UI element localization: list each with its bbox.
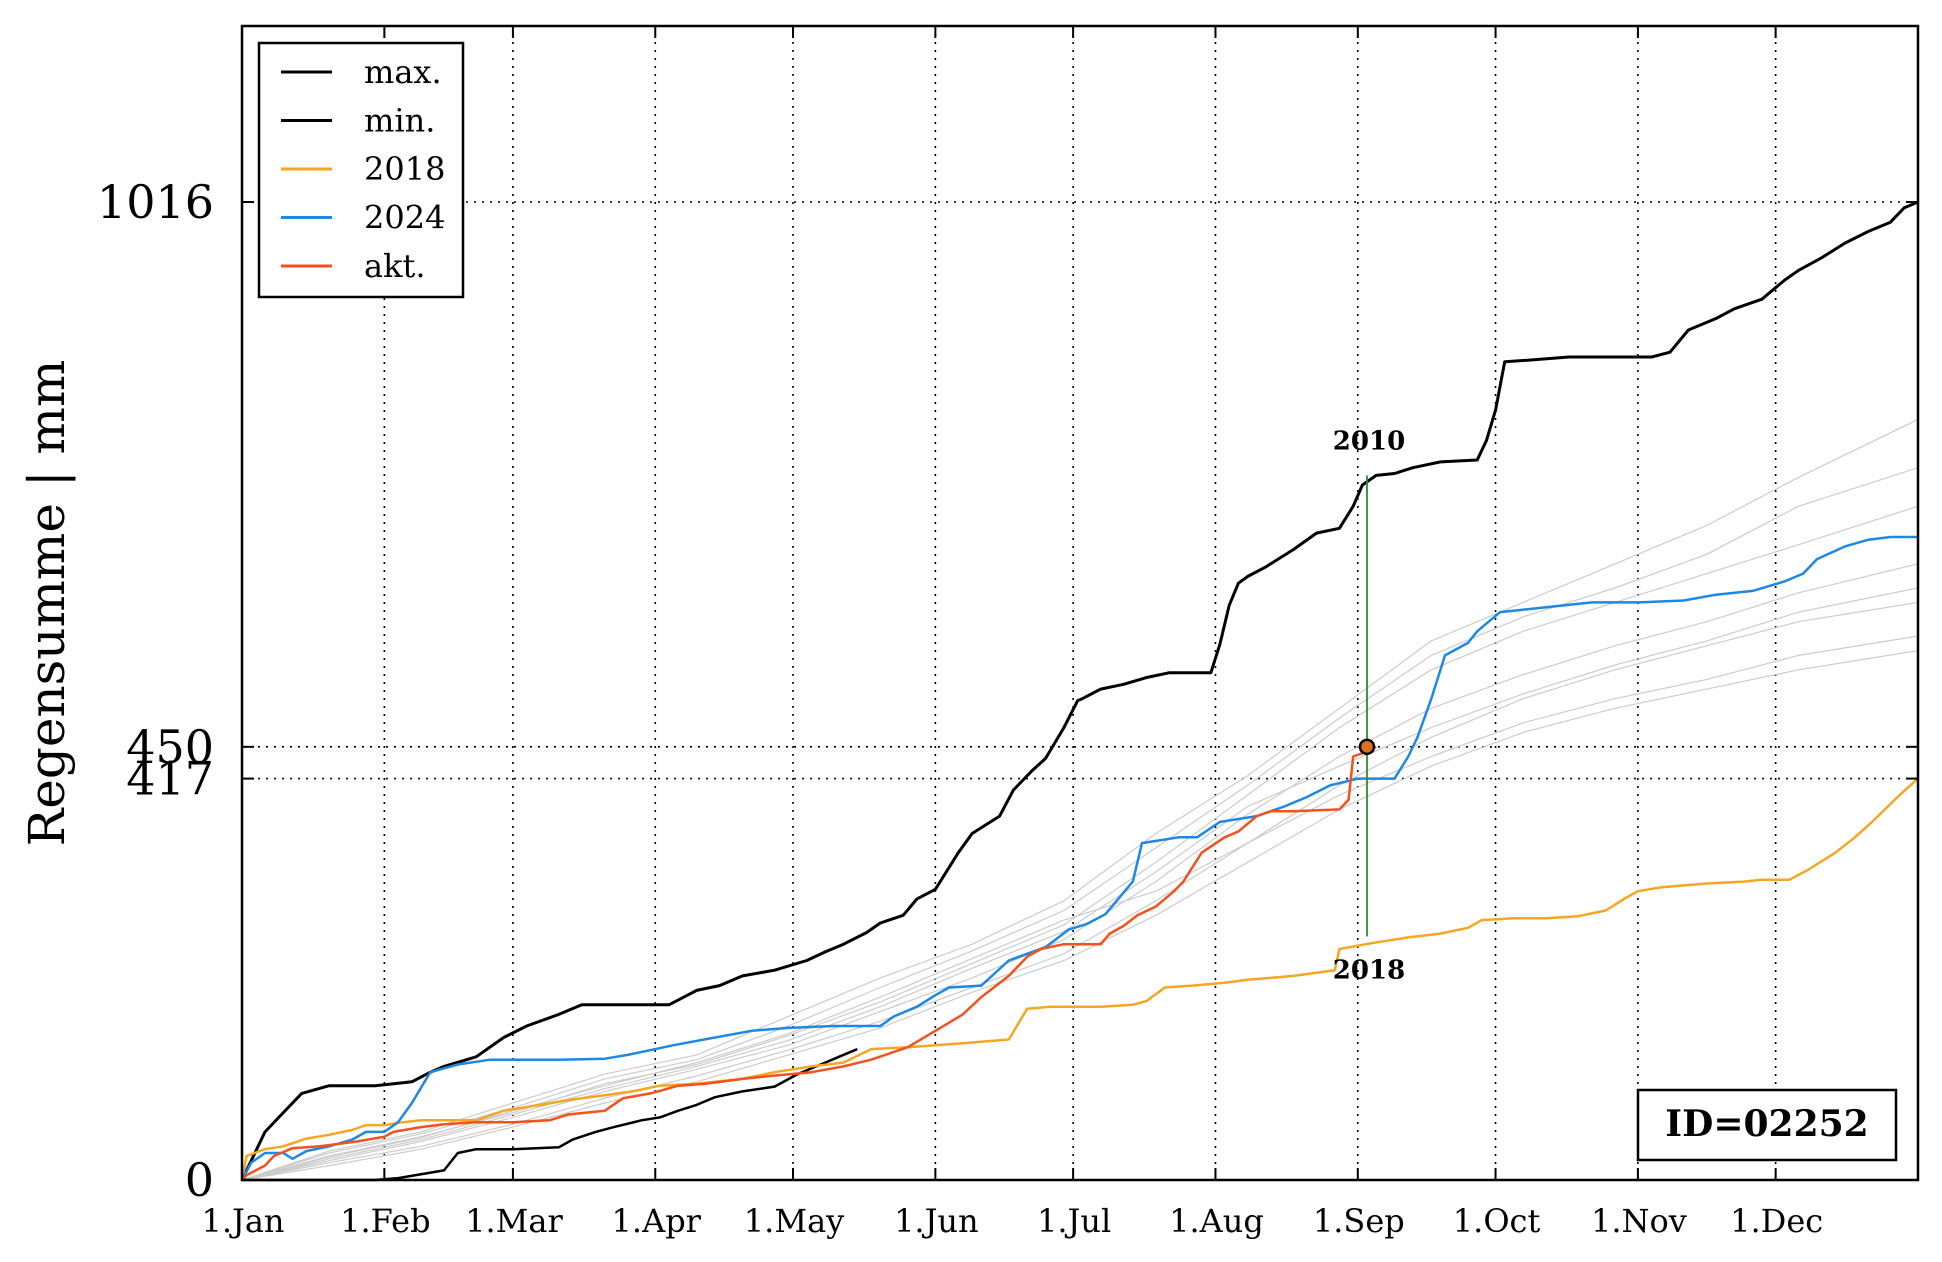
y-tick-label: 450: [126, 720, 214, 774]
x-tick-label: 1.Aug: [1169, 1202, 1264, 1240]
series-line-grey-5: [241, 635, 1919, 1181]
y-tick-label: 417: [126, 752, 214, 806]
x-tick-label: 1.Jul: [1037, 1202, 1111, 1240]
series-line-max: [240, 200, 1919, 1181]
id-box: ID=02252: [1636, 1088, 1898, 1162]
series-line-grey-8: [241, 650, 1919, 1181]
x-tick-label: 1.Mar: [465, 1202, 563, 1240]
series-line-grey-1: [241, 418, 1919, 1181]
x-tick-label: 1.Feb: [340, 1202, 430, 1240]
series-line-grey-6: [241, 467, 1919, 1181]
series-line-akt: [241, 745, 1377, 1181]
id-box-label: ID=02252: [1665, 1103, 1868, 1145]
annotation-label: 2018: [1333, 955, 1405, 985]
legend-label: 2018: [364, 150, 445, 188]
x-tick-label: 1.Jun: [894, 1202, 979, 1240]
series-line-grey-4: [241, 587, 1919, 1181]
legend: max. min. 2018 2024 akt.: [257, 41, 465, 299]
series-lines: [240, 200, 1919, 1182]
y-axis-label: Regensumme | mm: [18, 360, 76, 847]
series-line-grey-7: [241, 601, 1919, 1181]
current-marker: [1358, 738, 1376, 756]
x-tick-label: 1.Dec: [1730, 1202, 1823, 1240]
legend-label: min.: [364, 102, 435, 140]
legend-label: 2024: [364, 199, 445, 237]
plot-frame: [240, 24, 1920, 1182]
annotations: 2010 2018: [1333, 426, 1405, 985]
annotation-label: 2010: [1333, 426, 1405, 456]
series-line-2024: [240, 535, 1918, 1181]
x-tick-label: 1.Nov: [1591, 1202, 1687, 1240]
series-line-2018: [240, 777, 1919, 1181]
x-tick-label: 1.Sep: [1313, 1202, 1405, 1240]
legend-label: akt.: [364, 247, 426, 285]
x-tick-label: 1.Jan: [201, 1202, 284, 1240]
id-box-frame: [1636, 1088, 1898, 1162]
legend-label: max.: [364, 53, 442, 91]
x-tick-label: 1.Oct: [1453, 1202, 1541, 1240]
axis-ticks: 1.Jan 1.Feb 1.Mar 1.Apr 1.May 1.Jun 1.Jul 1.Aug…: [97, 26, 1918, 1240]
x-tick-label: 1.May: [744, 1202, 844, 1240]
series-line-min: [242, 1047, 858, 1182]
series-line-grey-3: [241, 563, 1919, 1181]
y-tick-label: 0: [185, 1153, 214, 1207]
y-tick-label: 1016: [97, 175, 214, 229]
x-tick-label: 1.Apr: [612, 1202, 702, 1240]
